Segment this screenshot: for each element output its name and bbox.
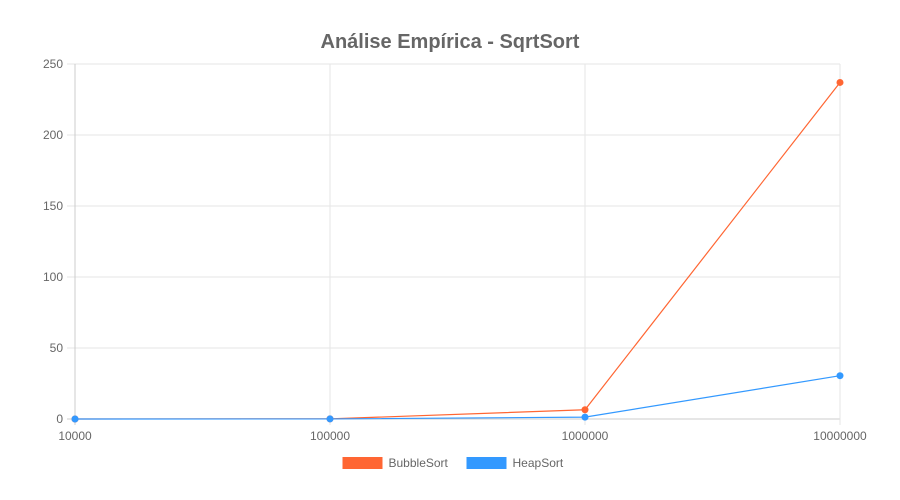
legend-swatch	[466, 457, 507, 469]
legend-label: HeapSort	[513, 456, 564, 470]
x-tick-label: 10000	[58, 429, 92, 443]
legend-swatch	[342, 457, 383, 469]
data-point[interactable]	[326, 415, 334, 423]
y-tick-label: 250	[43, 57, 63, 71]
x-tick-label: 100000	[310, 429, 350, 443]
series-line	[74, 375, 841, 420]
data-point[interactable]	[836, 78, 844, 86]
legend-item-heapsort[interactable]: HeapSort	[466, 456, 564, 470]
chart-title: Análise Empírica - SqrtSort	[321, 31, 580, 53]
legend-item-bubblesort[interactable]: BubbleSort	[342, 456, 449, 470]
y-tick-label: 150	[43, 199, 63, 213]
series-line	[74, 82, 841, 420]
data-point[interactable]	[71, 415, 79, 423]
x-tick-label: 10000000	[813, 429, 867, 443]
legend-label: BubbleSort	[389, 456, 449, 470]
grid-layer	[67, 63, 841, 425]
axis-labels: 0 50 100 150 200 250 10000 100000 1000000 1000000…	[43, 57, 867, 443]
data-point[interactable]	[836, 372, 844, 380]
y-tick-label: 100	[43, 270, 63, 284]
x-tick-label: 1000000	[562, 429, 609, 443]
y-tick-label: 50	[50, 341, 64, 355]
y-tick-label: 0	[56, 412, 63, 426]
y-tick-label: 200	[43, 128, 63, 142]
legend: BubbleSort HeapSort	[342, 456, 564, 470]
series-layer	[71, 78, 844, 423]
data-point[interactable]	[581, 406, 589, 414]
data-point[interactable]	[581, 413, 589, 421]
series-heapsort	[71, 372, 844, 423]
series-bubblesort	[71, 78, 844, 423]
